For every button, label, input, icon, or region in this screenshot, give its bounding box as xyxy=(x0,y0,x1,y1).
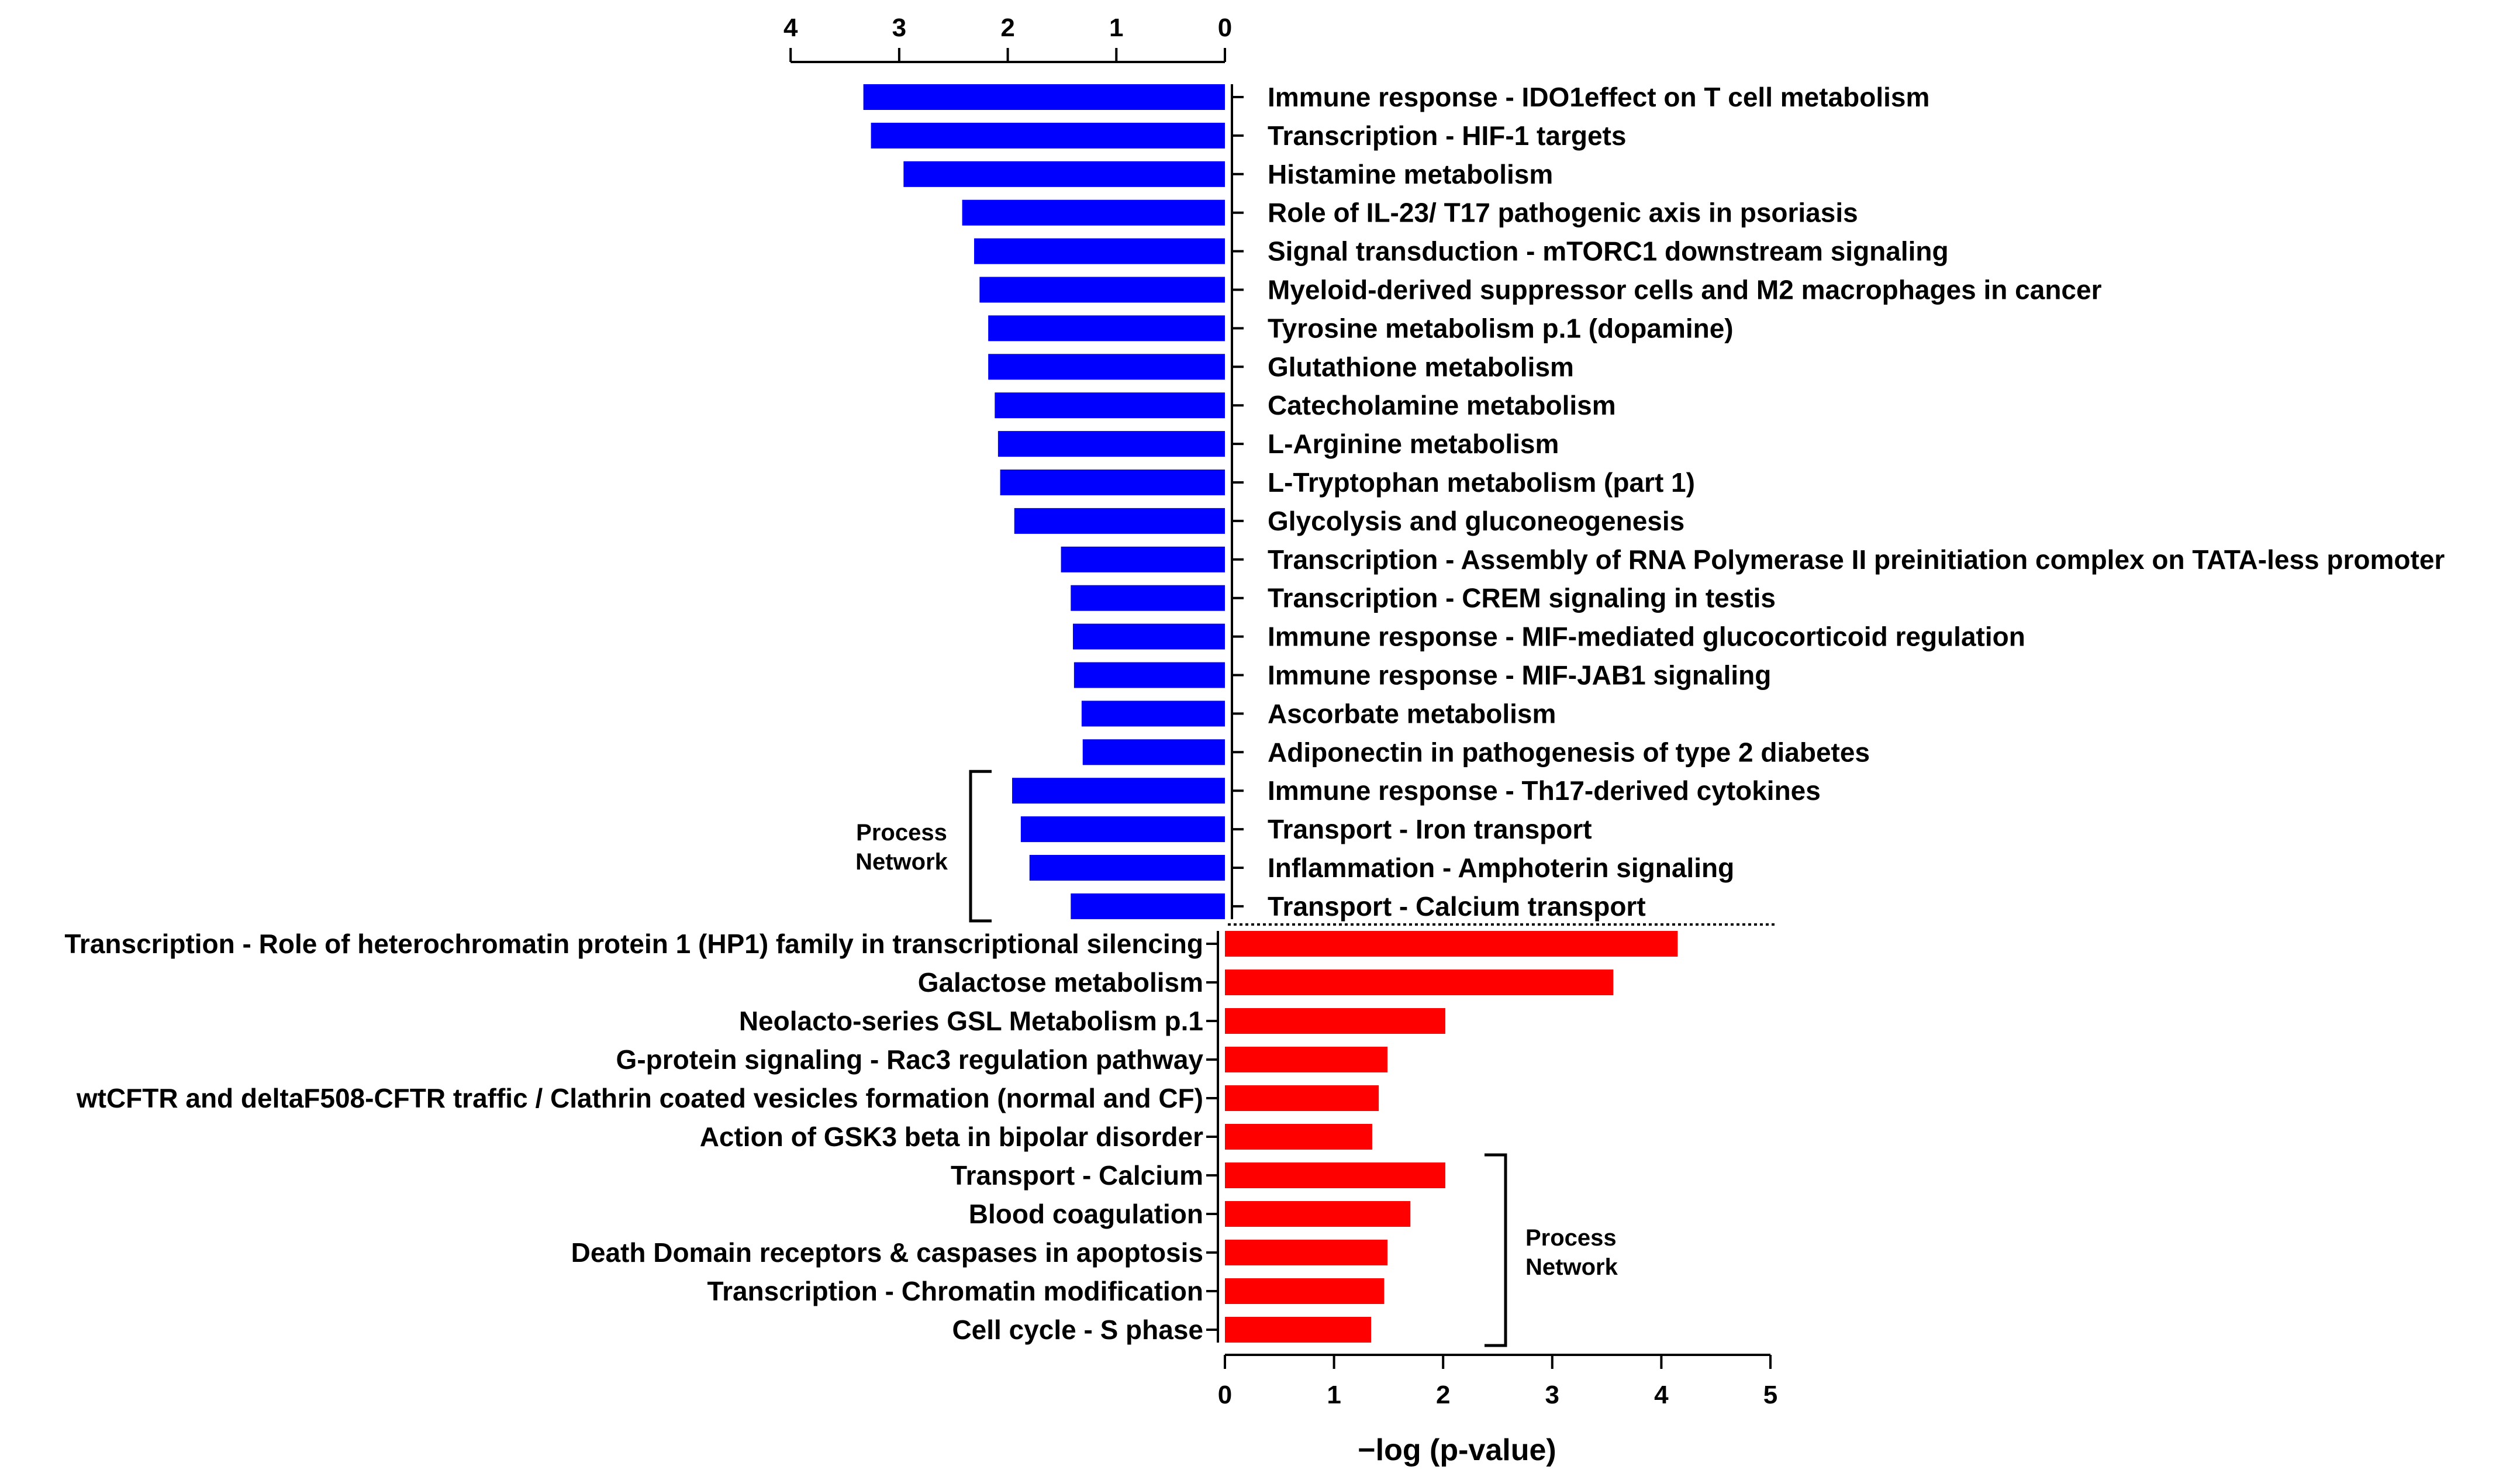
bar xyxy=(1225,1085,1379,1111)
category-label: Inflammation - Amphoterin signaling xyxy=(1268,853,1734,883)
category-label: Galactose metabolism xyxy=(918,967,1203,998)
bar xyxy=(1225,1240,1388,1265)
category-label: Transcription - Chromatin modification xyxy=(707,1276,1203,1306)
bottom-tick-label: 3 xyxy=(1545,1381,1559,1409)
top-tick-label: 3 xyxy=(892,13,906,42)
bar xyxy=(1000,470,1225,495)
category-label: G-protein signaling - Rac3 regulation pa… xyxy=(616,1044,1204,1075)
bracket-line xyxy=(1485,1153,1507,1347)
bottom-tick-label: 5 xyxy=(1763,1381,1777,1409)
bottom-panel: 0 1 2 3 4 5 Transcription - Role of heterochr… xyxy=(64,929,1777,1467)
category-label: Immune response - MIF-mediated glucocort… xyxy=(1268,622,2025,652)
category-label: Neolacto-series GSL Metabolism p.1 xyxy=(739,1006,1203,1036)
category-label: Transcription - Role of heterochromatin … xyxy=(64,929,1203,959)
category-label: Glycolysis and gluconeogenesis xyxy=(1268,506,1684,536)
bar xyxy=(1073,662,1225,688)
bar xyxy=(1020,816,1225,843)
bracket-label: Process xyxy=(1525,1225,1617,1251)
category-label: Transcription - Assembly of RNA Polymera… xyxy=(1268,544,2445,575)
bar xyxy=(1225,1317,1372,1343)
red-bar-series xyxy=(1225,931,1678,1343)
bar xyxy=(1225,970,1614,995)
bar xyxy=(962,199,1225,226)
bar xyxy=(1061,546,1225,572)
bar xyxy=(979,277,1225,303)
bar xyxy=(1014,508,1225,534)
bar xyxy=(903,161,1225,187)
category-label: Myeloid-derived suppressor cells and M2 … xyxy=(1268,275,2102,305)
bar xyxy=(1082,739,1225,765)
category-label: L-Tryptophan metabolism (part 1) xyxy=(1268,467,1695,498)
bottom-tick-label: 2 xyxy=(1436,1381,1450,1409)
category-label: Immune response - MIF-JAB1 signaling xyxy=(1268,660,1771,691)
category-label: Tyrosine metabolism p.1 (dopamine) xyxy=(1268,313,1734,343)
category-label: Immune response - Th17-derived cytokines xyxy=(1268,775,1821,806)
bottom-tick-label: 1 xyxy=(1327,1381,1341,1409)
bar xyxy=(1012,778,1225,804)
top-process-network-bracket: Process Network xyxy=(855,770,992,923)
bar xyxy=(1081,701,1225,727)
category-label: Role of IL-23/ T17 pathogenic axis in ps… xyxy=(1268,198,1858,228)
bar xyxy=(1225,1162,1445,1188)
bar xyxy=(974,238,1225,264)
bracket-line xyxy=(969,770,992,923)
category-label: Blood coagulation xyxy=(969,1199,1203,1229)
top-category-labels: Immune response - IDO1effect on T cell m… xyxy=(1232,82,2445,922)
bottom-process-network-bracket: Process Network xyxy=(1485,1153,1618,1347)
top-tick-label: 4 xyxy=(783,13,798,42)
category-label: Transport - Calcium transport xyxy=(1268,891,1646,922)
category-label: Transport - Iron transport xyxy=(1268,814,1592,844)
bar xyxy=(1073,623,1225,650)
top-tick-label: 1 xyxy=(1109,13,1123,42)
bracket-label: Process xyxy=(856,820,947,846)
bottom-tick-label: 4 xyxy=(1654,1381,1669,1409)
top-panel: 4 3 2 1 0 Immune response - IDO1effect on T … xyxy=(783,13,2445,923)
category-label: Cell cycle - S phase xyxy=(952,1315,1203,1345)
bracket-label: Network xyxy=(1525,1254,1618,1280)
blue-bar-series xyxy=(863,84,1225,919)
bottom-category-labels: Transcription - Role of heterochromatin … xyxy=(64,929,1218,1345)
bar xyxy=(1225,1047,1388,1072)
bar xyxy=(1071,893,1225,919)
bar xyxy=(1225,1201,1411,1227)
bar xyxy=(997,431,1225,457)
top-tick-label: 2 xyxy=(1000,13,1014,42)
category-label: Transcription - HIF-1 targets xyxy=(1268,120,1626,151)
category-label: Glutathione metabolism xyxy=(1268,351,1574,382)
bar xyxy=(1071,585,1225,611)
top-x-axis: 4 3 2 1 0 xyxy=(783,13,1233,919)
bar xyxy=(995,392,1225,419)
bar xyxy=(863,84,1225,110)
category-label: Histamine metabolism xyxy=(1268,159,1553,189)
bar xyxy=(1225,1124,1372,1150)
category-label: Transcription - CREM signaling in testis xyxy=(1268,583,1776,613)
bar xyxy=(1225,1008,1445,1034)
bar xyxy=(988,354,1225,380)
category-label: wtCFTR and deltaF508-CFTR traffic / Clat… xyxy=(76,1083,1203,1113)
category-label: Ascorbate metabolism xyxy=(1268,698,1556,729)
category-label: Death Domain receptors & caspases in apo… xyxy=(571,1237,1203,1268)
bar xyxy=(1225,931,1678,957)
category-label: Catecholamine metabolism xyxy=(1268,390,1616,420)
top-tick-label: 0 xyxy=(1218,13,1232,42)
bracket-label: Network xyxy=(855,849,948,875)
x-axis-title: −log (p-value) xyxy=(1358,1433,1556,1467)
category-label: Signal transduction - mTORC1 downstream … xyxy=(1268,236,1949,267)
category-label: Transport - Calcium xyxy=(951,1160,1203,1191)
category-label: L-Arginine metabolism xyxy=(1268,429,1559,459)
bar xyxy=(1029,855,1225,881)
category-label: Action of GSK3 beta in bipolar disorder xyxy=(700,1122,1203,1152)
category-label: Immune response - IDO1effect on T cell m… xyxy=(1268,82,1929,112)
category-label: Adiponectin in pathogenesis of type 2 di… xyxy=(1268,737,1870,767)
bar xyxy=(1225,1278,1385,1304)
bar xyxy=(871,122,1225,149)
bar xyxy=(988,315,1225,341)
bottom-tick-label: 0 xyxy=(1218,1381,1232,1409)
